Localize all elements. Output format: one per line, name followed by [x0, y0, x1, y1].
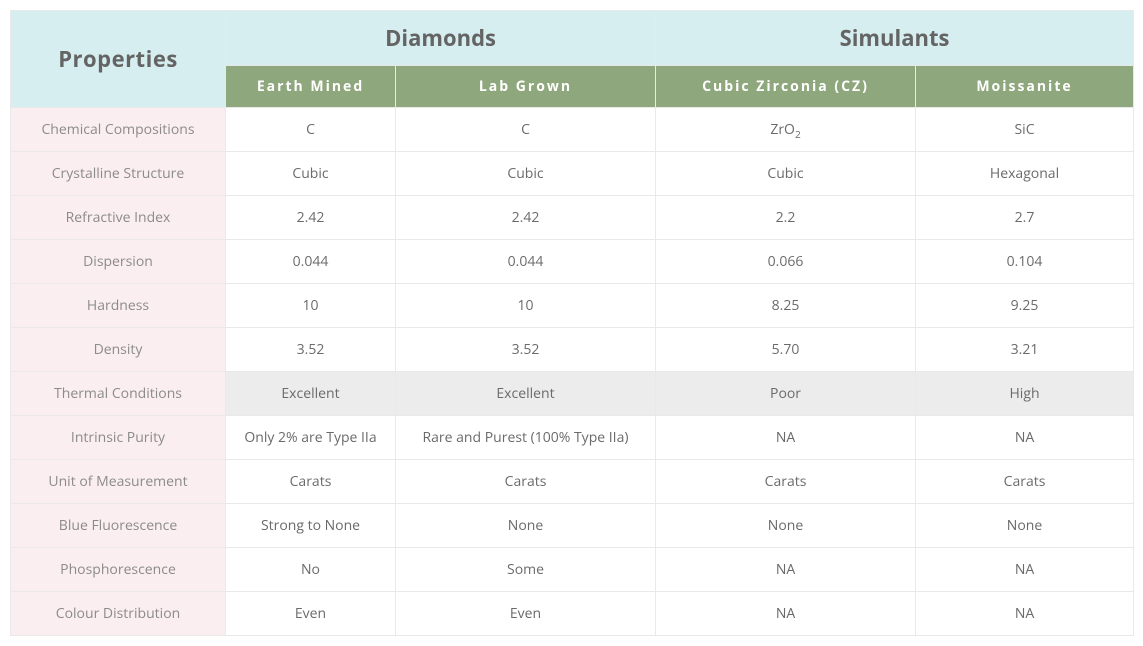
cell: No [226, 548, 396, 592]
cell: SiC [916, 108, 1134, 152]
table-row: Dispersion0.0440.0440.0660.104 [11, 240, 1134, 284]
row-label: Density [11, 328, 226, 372]
cell: 9.25 [916, 284, 1134, 328]
cell: 2.2 [656, 196, 916, 240]
table-row: Unit of MeasurementCaratsCaratsCaratsCar… [11, 460, 1134, 504]
subhead-moissanite: Moissanite [916, 66, 1134, 108]
cell: None [396, 504, 656, 548]
table-body: Chemical CompositionsCCZrO2SiCCrystallin… [11, 108, 1134, 636]
cell: 3.52 [396, 328, 656, 372]
cell: NA [656, 416, 916, 460]
cell: 2.42 [226, 196, 396, 240]
subhead-cz: Cubic Zirconia (CZ) [656, 66, 916, 108]
comparison-table: Properties Diamonds Simulants Earth Mine… [10, 10, 1134, 636]
cell: None [916, 504, 1134, 548]
cell: NA [916, 592, 1134, 636]
cell: C [226, 108, 396, 152]
row-label: Blue Fluorescence [11, 504, 226, 548]
cell: Carats [916, 460, 1134, 504]
cell: ZrO2 [656, 108, 916, 152]
cell: Even [226, 592, 396, 636]
cell: 5.70 [656, 328, 916, 372]
row-label: Colour Distribution [11, 592, 226, 636]
cell: 0.066 [656, 240, 916, 284]
cell: Some [396, 548, 656, 592]
cell: NA [916, 416, 1134, 460]
cell: 2.7 [916, 196, 1134, 240]
table-row: Intrinsic PurityOnly 2% are Type IIaRare… [11, 416, 1134, 460]
cell: Cubic [226, 152, 396, 196]
row-label: Thermal Conditions [11, 372, 226, 416]
cell: C [396, 108, 656, 152]
cell: Poor [656, 372, 916, 416]
row-label: Hardness [11, 284, 226, 328]
group-header-simulants: Simulants [656, 11, 1134, 66]
row-label: Unit of Measurement [11, 460, 226, 504]
cell: NA [656, 548, 916, 592]
header-row-groups: Properties Diamonds Simulants [11, 11, 1134, 66]
cell: High [916, 372, 1134, 416]
row-label: Intrinsic Purity [11, 416, 226, 460]
cell: 10 [226, 284, 396, 328]
cell: 3.52 [226, 328, 396, 372]
cell: Strong to None [226, 504, 396, 548]
table-row: Density3.523.525.703.21 [11, 328, 1134, 372]
cell: Carats [396, 460, 656, 504]
cell: 8.25 [656, 284, 916, 328]
cell: Even [396, 592, 656, 636]
table-row: Blue FluorescenceStrong to NoneNoneNoneN… [11, 504, 1134, 548]
cell: NA [656, 592, 916, 636]
group-header-diamonds: Diamonds [226, 11, 656, 66]
cell: NA [916, 548, 1134, 592]
row-label: Crystalline Structure [11, 152, 226, 196]
cell: Cubic [396, 152, 656, 196]
table-row: Chemical CompositionsCCZrO2SiC [11, 108, 1134, 152]
row-label: Dispersion [11, 240, 226, 284]
row-label: Refractive Index [11, 196, 226, 240]
cell: Carats [226, 460, 396, 504]
row-label: Chemical Compositions [11, 108, 226, 152]
cell: Carats [656, 460, 916, 504]
table-row: Colour DistributionEvenEvenNANA [11, 592, 1134, 636]
subhead-earth-mined: Earth Mined [226, 66, 396, 108]
table-row: PhosphorescenceNoSomeNANA [11, 548, 1134, 592]
cell: 3.21 [916, 328, 1134, 372]
cell: 0.044 [396, 240, 656, 284]
cell: Hexagonal [916, 152, 1134, 196]
cell: 10 [396, 284, 656, 328]
cell: None [656, 504, 916, 548]
table-row: Thermal ConditionsExcellentExcellentPoor… [11, 372, 1134, 416]
table-row: Hardness10108.259.25 [11, 284, 1134, 328]
row-label: Phosphorescence [11, 548, 226, 592]
cell: Excellent [226, 372, 396, 416]
cell: Rare and Purest (100% Type IIa) [396, 416, 656, 460]
table-row: Refractive Index2.422.422.22.7 [11, 196, 1134, 240]
cell: 0.044 [226, 240, 396, 284]
cell: 0.104 [916, 240, 1134, 284]
corner-header: Properties [11, 11, 226, 108]
cell: Only 2% are Type IIa [226, 416, 396, 460]
subhead-lab-grown: Lab Grown [396, 66, 656, 108]
cell: Excellent [396, 372, 656, 416]
table-row: Crystalline StructureCubicCubicCubicHexa… [11, 152, 1134, 196]
cell: Cubic [656, 152, 916, 196]
cell: 2.42 [396, 196, 656, 240]
